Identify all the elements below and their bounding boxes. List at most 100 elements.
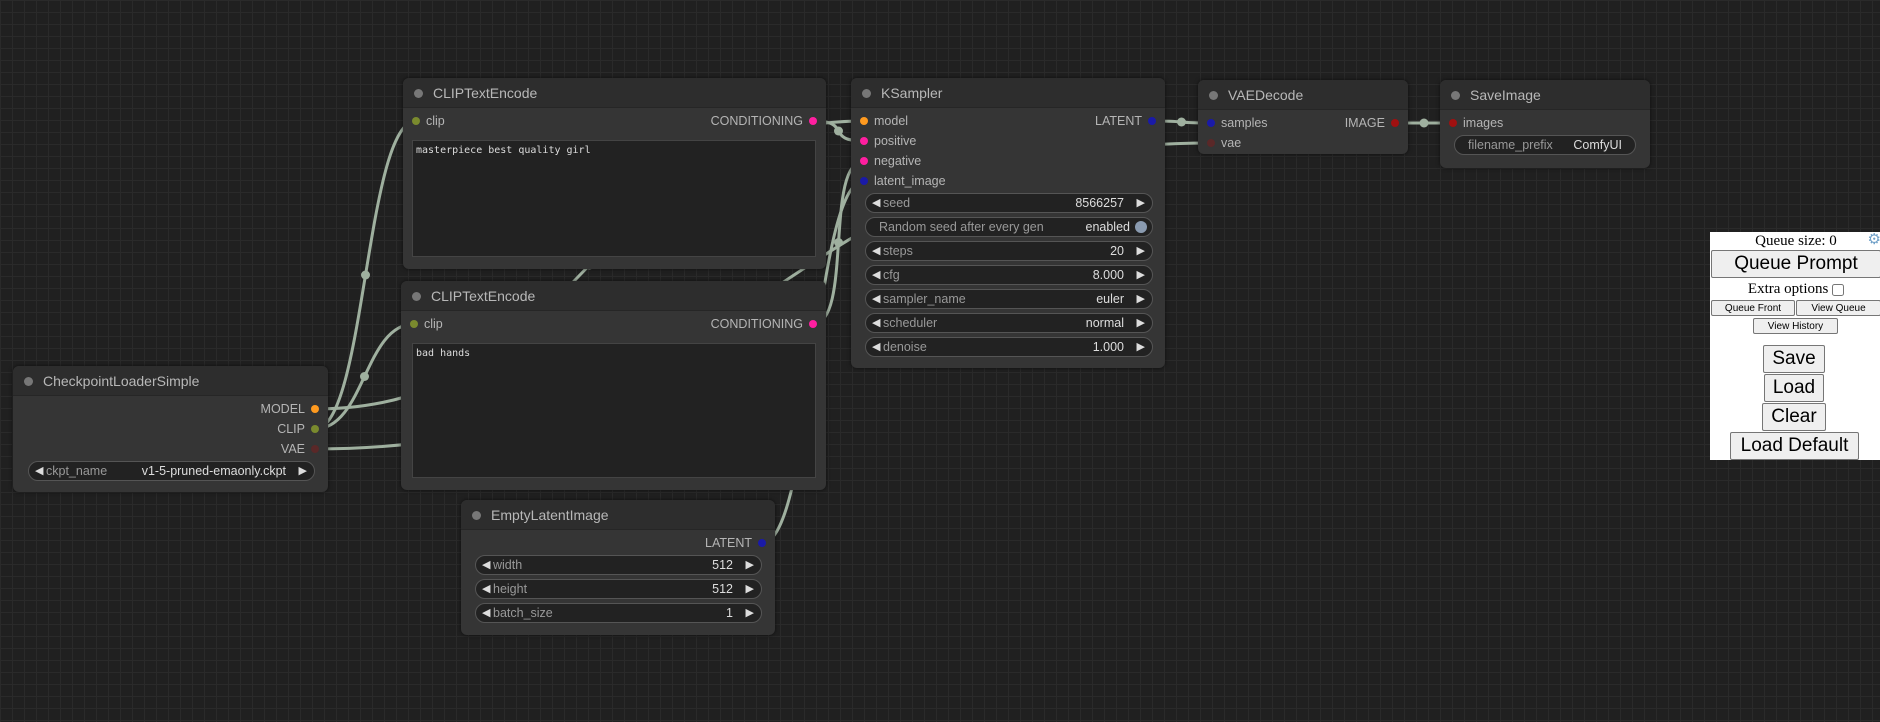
latent-pin-icon[interactable] bbox=[1148, 117, 1156, 125]
clip-pin-icon[interactable] bbox=[410, 320, 418, 328]
image-pin-icon[interactable] bbox=[1391, 119, 1399, 127]
node-vaedecode[interactable]: VAEDecode samples IMAGE vae bbox=[1198, 80, 1408, 154]
widget-value[interactable]: normal bbox=[1085, 316, 1124, 330]
output-slot-model[interactable]: MODEL bbox=[261, 399, 319, 419]
widget-width[interactable]: ◀ width 512 ▶ bbox=[475, 555, 762, 575]
node-save[interactable]: SaveImage images filename_prefix ComfyUI bbox=[1440, 80, 1650, 168]
decrement-arrow-icon[interactable]: ◀ bbox=[482, 559, 491, 571]
vae-pin-icon[interactable] bbox=[1207, 139, 1215, 147]
widget-value[interactable]: euler bbox=[1096, 292, 1124, 306]
widget-height[interactable]: ◀ height 512 ▶ bbox=[475, 579, 762, 599]
input-slot-vae[interactable]: vae bbox=[1207, 133, 1241, 153]
view-history-button[interactable]: View History bbox=[1753, 318, 1838, 334]
collapse-dot-icon[interactable] bbox=[472, 511, 481, 520]
node-title-bar[interactable]: CLIPTextEncode bbox=[401, 281, 826, 311]
input-slot-clip[interactable]: clip bbox=[412, 111, 445, 131]
widget-value[interactable]: 512 bbox=[712, 582, 733, 596]
collapse-dot-icon[interactable] bbox=[24, 377, 33, 386]
node-title-bar[interactable]: CheckpointLoaderSimple bbox=[13, 366, 328, 396]
collapse-dot-icon[interactable] bbox=[862, 89, 871, 98]
conditioning-pin-icon[interactable] bbox=[860, 137, 868, 145]
output-slot-clip[interactable]: CLIP bbox=[277, 419, 319, 439]
queue-prompt-button[interactable]: Queue Prompt bbox=[1711, 250, 1880, 278]
save-button[interactable]: Save bbox=[1763, 345, 1825, 373]
link-center-handle[interactable] bbox=[361, 270, 370, 280]
latent-pin-icon[interactable] bbox=[1207, 119, 1215, 127]
widget-value[interactable]: 8566257 bbox=[1075, 196, 1124, 210]
decrement-arrow-icon[interactable]: ◀ bbox=[872, 269, 881, 281]
prompt-textarea[interactable]: masterpiece best quality girl bbox=[412, 140, 816, 257]
node-title-bar[interactable]: EmptyLatentImage bbox=[461, 500, 775, 530]
node-clip_pos[interactable]: CLIPTextEncode clip CONDITIONING masterpiec… bbox=[403, 78, 826, 269]
widget-value[interactable]: ComfyUI bbox=[1573, 138, 1622, 152]
widget-cfg[interactable]: ◀ cfg 8.000 ▶ bbox=[865, 265, 1153, 285]
load-default-button[interactable]: Load Default bbox=[1730, 432, 1859, 460]
view-queue-button[interactable]: View Queue bbox=[1796, 300, 1880, 316]
link-center-handle[interactable] bbox=[1177, 117, 1186, 127]
decrement-arrow-icon[interactable]: ◀ bbox=[872, 341, 881, 353]
node-clip_neg[interactable]: CLIPTextEncode clip CONDITIONING bad hands bbox=[401, 281, 826, 490]
decrement-arrow-icon[interactable]: ◀ bbox=[872, 293, 881, 305]
increment-arrow-icon[interactable]: ▶ bbox=[745, 607, 754, 619]
widget-value[interactable]: v1-5-pruned-emaonly.ckpt bbox=[141, 464, 286, 478]
collapse-dot-icon[interactable] bbox=[414, 89, 423, 98]
node-ksampler[interactable]: KSampler model LATENT positive negative laten… bbox=[851, 78, 1165, 368]
widget-value[interactable]: 1 bbox=[726, 606, 733, 620]
input-slot-positive[interactable]: positive bbox=[860, 131, 916, 151]
increment-arrow-icon[interactable]: ▶ bbox=[1136, 197, 1145, 209]
widget-seed[interactable]: ◀ seed 8566257 ▶ bbox=[865, 193, 1153, 213]
node-latent[interactable]: EmptyLatentImage LATENT ◀ width 512 ▶ ◀ height 5… bbox=[461, 500, 775, 635]
increment-arrow-icon[interactable]: ▶ bbox=[1136, 317, 1145, 329]
output-slot-latent[interactable]: LATENT bbox=[705, 533, 766, 553]
output-slot-image[interactable]: IMAGE bbox=[1345, 113, 1399, 133]
input-slot-negative[interactable]: negative bbox=[860, 151, 921, 171]
gear-icon[interactable]: ⚙ bbox=[1867, 232, 1880, 248]
output-slot-vae[interactable]: VAE bbox=[281, 439, 319, 459]
extra-options-checkbox[interactable] bbox=[1832, 283, 1845, 296]
node-title-bar[interactable]: SaveImage bbox=[1440, 80, 1650, 110]
node-title-bar[interactable]: VAEDecode bbox=[1198, 80, 1408, 110]
increment-arrow-icon[interactable]: ▶ bbox=[745, 559, 754, 571]
conditioning-pin-icon[interactable] bbox=[809, 320, 817, 328]
vae-pin-icon[interactable] bbox=[311, 445, 319, 453]
decrement-arrow-icon[interactable]: ◀ bbox=[872, 197, 881, 209]
node-title-bar[interactable]: KSampler bbox=[851, 78, 1165, 108]
input-slot-latent_image[interactable]: latent_image bbox=[860, 171, 946, 191]
collapse-dot-icon[interactable] bbox=[412, 292, 421, 301]
increment-arrow-icon[interactable]: ▶ bbox=[745, 583, 754, 595]
widget-value[interactable]: 8.000 bbox=[1092, 268, 1124, 282]
widget-filename-prefix[interactable]: filename_prefix ComfyUI bbox=[1454, 135, 1636, 155]
output-slot-conditioning[interactable]: CONDITIONING bbox=[711, 111, 817, 131]
increment-arrow-icon[interactable]: ▶ bbox=[1136, 341, 1145, 353]
link-center-handle[interactable] bbox=[834, 238, 843, 247]
node-title-bar[interactable]: CLIPTextEncode bbox=[403, 78, 826, 108]
widget-denoise[interactable]: ◀ denoise 1.000 ▶ bbox=[865, 337, 1153, 357]
clip-pin-icon[interactable] bbox=[311, 425, 319, 433]
model-pin-icon[interactable] bbox=[311, 405, 319, 413]
node-ckpt[interactable]: CheckpointLoaderSimple MODEL CLIP VAE ◀ ckpt_… bbox=[13, 366, 328, 492]
decrement-arrow-icon[interactable]: ◀ bbox=[482, 607, 491, 619]
latent-pin-icon[interactable] bbox=[860, 177, 868, 185]
link-center-handle[interactable] bbox=[360, 372, 369, 381]
widget-scheduler[interactable]: ◀ scheduler normal ▶ bbox=[865, 313, 1153, 333]
queue-front-button[interactable]: Queue Front bbox=[1711, 300, 1795, 316]
decrement-arrow-icon[interactable]: ◀ bbox=[35, 465, 44, 477]
increment-arrow-icon[interactable]: ▶ bbox=[1136, 245, 1145, 257]
latent-pin-icon[interactable] bbox=[758, 539, 766, 547]
increment-arrow-icon[interactable]: ▶ bbox=[1136, 269, 1145, 281]
input-slot-samples[interactable]: samples bbox=[1207, 113, 1268, 133]
input-slot-model[interactable]: model bbox=[860, 111, 908, 131]
increment-arrow-icon[interactable]: ▶ bbox=[1136, 293, 1145, 305]
input-slot-clip[interactable]: clip bbox=[410, 314, 443, 334]
widget-steps[interactable]: ◀ steps 20 ▶ bbox=[865, 241, 1153, 261]
link-center-handle[interactable] bbox=[834, 126, 843, 136]
output-slot-latent[interactable]: LATENT bbox=[1095, 111, 1156, 131]
collapse-dot-icon[interactable] bbox=[1451, 91, 1460, 100]
input-slot-images[interactable]: images bbox=[1449, 113, 1503, 133]
increment-arrow-icon[interactable]: ▶ bbox=[298, 465, 307, 477]
widget-ckpt-name[interactable]: ◀ ckpt_name v1-5-pruned-emaonly.ckpt ▶ bbox=[28, 461, 315, 481]
widget-value[interactable]: 1.000 bbox=[1092, 340, 1124, 354]
decrement-arrow-icon[interactable]: ◀ bbox=[482, 583, 491, 595]
widget-value[interactable]: 20 bbox=[1110, 244, 1124, 258]
conditioning-pin-icon[interactable] bbox=[809, 117, 817, 125]
